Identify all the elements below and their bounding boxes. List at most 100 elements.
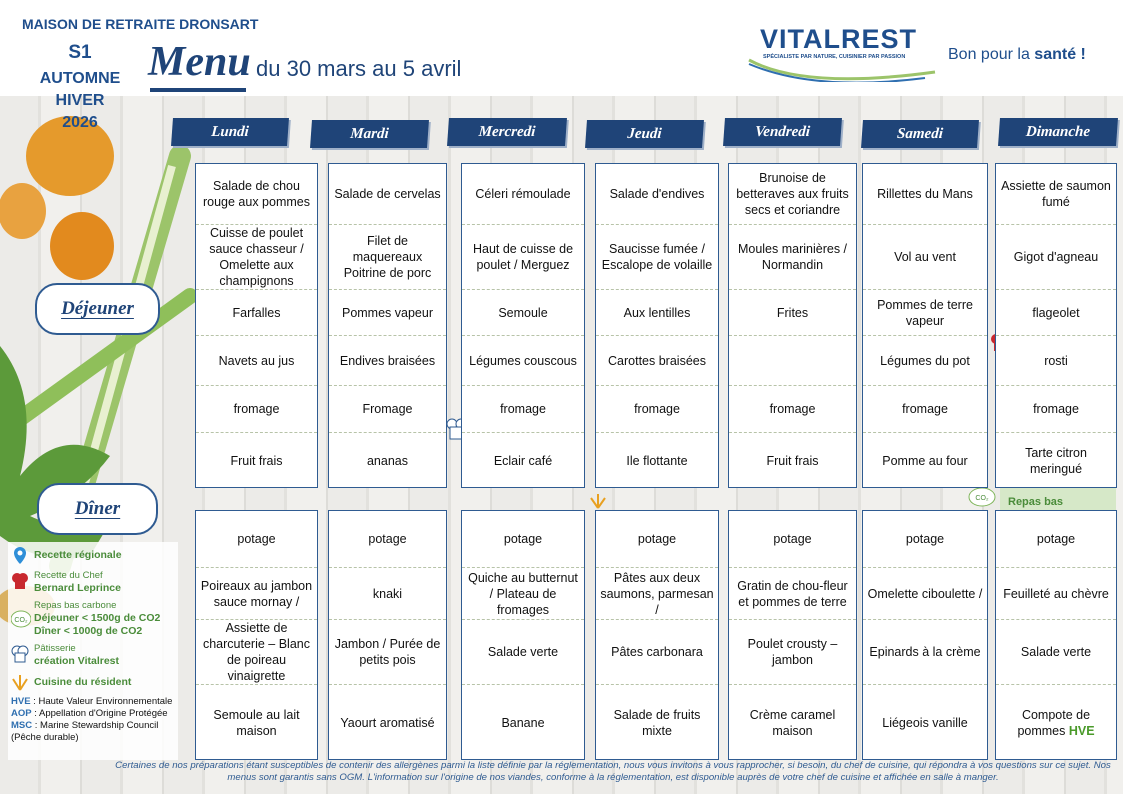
menu-cell: Rillettes du Mans (863, 164, 987, 225)
dish: potage (905, 532, 945, 546)
dish: Pâtes carbonara (611, 645, 703, 659)
dish: Assiette de saumon fumé (1001, 179, 1111, 209)
menu-cell: Assiette de charcuterie – Blanc de poire… (196, 620, 317, 685)
week: S1 (68, 42, 92, 63)
legend-line: Bernard Leprince (34, 582, 121, 594)
menu-cell: potage (596, 511, 718, 568)
day-column: potage Pâtes aux deux saumons, parmesan /… (595, 510, 719, 760)
spacer (160, 0, 161, 1)
menu-cell: Pâtes aux deux saumons, parmesan / (596, 568, 718, 620)
menu-cell: ananas (329, 433, 446, 488)
menu-cell: Haut de cuisse de poulet / Merguez (462, 225, 584, 290)
menu-cell: Brunoise de betteraves aux fruits secs e… (729, 164, 856, 225)
establishment: MAISON DE RETRAITE DRONSART (22, 16, 259, 32)
dish: Moules marinières / Normandin (737, 242, 848, 272)
menu-cell: Semoule au lait maison (196, 685, 317, 760)
menu-cell: Fruit frais (729, 433, 856, 488)
legend-text: Recette régionale (34, 549, 122, 562)
dish: Fromage (362, 402, 413, 416)
menu-cell: Jambon / Purée de petits pois (329, 620, 446, 685)
slogan-text: Bon pour la (948, 46, 1030, 63)
day-header: Mercredi (447, 118, 567, 146)
season-line: HIVER (55, 92, 105, 109)
menu-cell: Salade verte (462, 620, 584, 685)
menu-cell: Omelette ciboulette / (863, 568, 987, 620)
abbreviation-text: Marine Stewardship Council (Pêche durabl… (11, 720, 159, 743)
legend-icon (14, 547, 26, 564)
abbreviation: AOP : Appellation d'Origine Protégée (11, 708, 168, 719)
legend-line: Dîner < 1000g de CO2 (34, 625, 143, 637)
menu-cell: rosti (996, 336, 1116, 386)
dish: Haut de cuisse de poulet / Merguez (472, 242, 574, 272)
dish: Pomme au four (882, 453, 968, 468)
slogan: Bon pour la santé ! (948, 46, 1086, 64)
footer: Certaines de nos préparations étant susc… (115, 760, 1111, 783)
menu-cell: Céleri rémoulade (462, 164, 584, 225)
dish: Filet de maquereaux Poitrine de porc (343, 234, 432, 280)
dish: rosti (1044, 353, 1068, 368)
legend-line: Pâtisserie (34, 643, 76, 654)
day-column: Salade d'endives Saucisse fumée / Escalop… (595, 163, 719, 488)
day-header: Vendredi (723, 118, 842, 146)
dish: Fruit frais (230, 453, 283, 468)
menu-cell: Pommes de terre vapeur (863, 290, 987, 336)
menu-cell: Vol au vent (863, 225, 987, 290)
legend-icon-box (8, 545, 34, 565)
menu-cell: potage (196, 511, 317, 568)
dish: potage (368, 532, 407, 546)
dish: Légumes du pot (880, 353, 970, 368)
dish: Pommes vapeur (341, 305, 433, 320)
legend-text: Recette du Chef Bernard Leprince (34, 569, 121, 595)
menu-cell: Ile flottante (596, 433, 718, 488)
dish: Pâtes aux deux saumons, parmesan / (600, 570, 714, 617)
day-column: Salade de chou rouge aux pommes Cuisse de… (195, 163, 318, 488)
menu-cell: Quiche au butternut / Plateau de fromage… (462, 568, 584, 620)
dish: potage (503, 532, 543, 546)
menu-cell: potage (729, 511, 856, 568)
menu-cell: Gratin de chou-fleur et pommes de terre (729, 568, 856, 620)
legend-item: Pâtisserie création Vitalrest (8, 642, 178, 668)
dish: ananas (366, 453, 408, 468)
menu-cell: Carottes braisées (596, 336, 718, 386)
dish: Vol au vent (894, 250, 956, 264)
dish: Crème caramel maison (749, 707, 836, 738)
dish: potage (637, 532, 677, 546)
menu-cell: Salade de fruits mixte (596, 685, 718, 760)
legend-text: Cuisine du résident (34, 676, 131, 689)
menu-cell: Poulet crousty – jambon (729, 620, 856, 685)
dish: Aux lentilles (623, 305, 691, 320)
legend-icon-box (8, 672, 34, 692)
legend-icon (12, 573, 28, 589)
dish: Frites (776, 305, 809, 320)
dish: Omelette ciboulette / (867, 586, 983, 601)
menu-cell: potage (329, 511, 446, 568)
day-header: Mardi (310, 120, 429, 148)
abbreviation-code: MSC (11, 720, 33, 731)
menu-cell: Pommes vapeur (329, 290, 446, 336)
menu-cell: Légumes couscous (462, 336, 584, 386)
dish: fromage (233, 402, 280, 416)
dish-text: Compote de pommes (1017, 707, 1091, 738)
dish: Yaourt aromatisé (340, 715, 435, 730)
dish-label: HVE (1068, 723, 1095, 738)
menu-cell: Farfalles (196, 290, 317, 336)
day-column: potage Poireaux au jambon sauce mornay / A… (195, 510, 318, 760)
legend-line: Cuisine du résident (34, 675, 132, 688)
menu-cell: Banane (462, 685, 584, 760)
dish: Navets au jus (218, 353, 295, 368)
dish: Farfalles (232, 305, 281, 320)
dish: Rillettes du Mans (877, 187, 973, 201)
menu-cell: fromage (996, 386, 1116, 433)
slogan-bold: santé ! (1034, 46, 1086, 63)
day-column: Rillettes du Mans Vol au vent Pommes de te… (862, 163, 988, 488)
menu-cell: Fruit frais (196, 433, 317, 488)
abbreviation-code: AOP (11, 708, 32, 719)
menu-cell: Salade de chou rouge aux pommes (196, 164, 317, 225)
legend: Recette régionale Recette du Chef Bernard … (8, 542, 178, 760)
dish: Semoule au lait maison (213, 707, 300, 738)
dish: Salade verte (487, 645, 559, 659)
logo-swoosh (748, 58, 936, 82)
menu-title: Menu (148, 39, 251, 85)
menu-cell: flageolet (996, 290, 1116, 336)
menu-cell: fromage (196, 386, 317, 433)
